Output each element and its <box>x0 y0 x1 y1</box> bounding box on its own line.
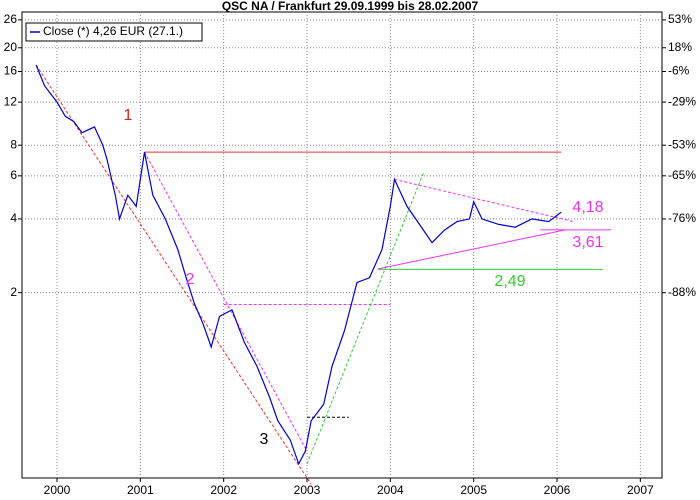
y-tick-label: 20 <box>4 40 18 54</box>
chart-title: QSC NA / Frankfurt 29.09.1999 bis 28.02.… <box>222 0 479 13</box>
x-tick-label: 2000 <box>44 483 71 497</box>
y-tick-label: 26 <box>4 12 18 26</box>
annotation: 4,18 <box>572 199 603 216</box>
y2-tick-label: -53% <box>668 137 696 151</box>
annotation: 2,49 <box>494 273 525 290</box>
annotation: 3 <box>260 431 269 448</box>
x-tick-label: 2006 <box>544 483 571 497</box>
y-tick-label: 2 <box>10 285 17 299</box>
y-tick-label: 4 <box>10 211 17 225</box>
y2-tick-label: 18% <box>668 40 692 54</box>
y2-tick-label: -6% <box>668 64 690 78</box>
y2-tick-label: -65% <box>668 168 696 182</box>
trend-line <box>377 229 566 270</box>
trend-line <box>144 151 308 452</box>
plot-frame <box>21 11 663 479</box>
annotation: 1 <box>124 107 133 124</box>
y-tick-label: 16 <box>4 64 18 78</box>
x-tick-label: 2004 <box>377 483 404 497</box>
legend-box <box>25 22 203 42</box>
y2-tick-label: -29% <box>668 94 696 108</box>
y2-tick-label: -76% <box>668 211 696 225</box>
y2-tick-label: -88% <box>668 285 696 299</box>
x-tick-label: 2007 <box>627 483 654 497</box>
price-line <box>35 64 562 466</box>
annotation: 3,61 <box>572 234 603 251</box>
x-tick-label: 2005 <box>460 483 487 497</box>
y2-tick-label: 53% <box>668 12 692 26</box>
legend-label: Close (*) 4,26 EUR (27.1.) <box>43 24 183 38</box>
trend-line <box>306 172 425 464</box>
y-tick-label: 8 <box>10 137 17 151</box>
trend-line <box>394 178 574 223</box>
x-tick-label: 2001 <box>127 483 154 497</box>
trend-line <box>35 64 312 485</box>
annotation: 2 <box>186 271 195 288</box>
x-tick-label: 2002 <box>210 483 237 497</box>
y-tick-label: 6 <box>10 168 17 182</box>
x-tick-label: 2003 <box>294 483 321 497</box>
y-tick-label: 12 <box>4 94 18 108</box>
